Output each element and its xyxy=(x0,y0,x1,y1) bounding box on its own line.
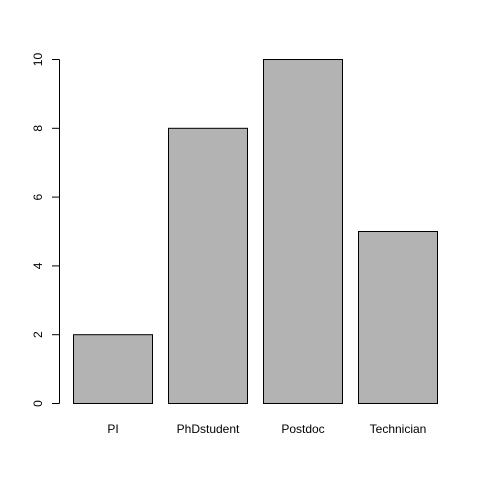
bar-postdoc xyxy=(263,59,343,404)
y-tick-label-2: 2 xyxy=(31,331,45,338)
y-tick-label-8: 8 xyxy=(31,125,45,132)
y-tick-label-6: 6 xyxy=(31,193,45,200)
x-tick-label-technician: Technician xyxy=(370,422,427,436)
y-tick-label-4: 4 xyxy=(31,262,45,269)
x-tick-label-pi: PI xyxy=(107,422,118,436)
bar-pi xyxy=(73,334,153,405)
y-axis: 0 2 4 6 8 10 xyxy=(31,53,60,407)
x-tick-label-postdoc: Postdoc xyxy=(281,422,324,436)
bar-phdstudent xyxy=(168,127,248,405)
y-tick-label-0: 0 xyxy=(31,400,45,407)
y-tick-label-10: 10 xyxy=(31,53,45,67)
bars-group xyxy=(73,59,438,405)
x-tick-label-phdstudent: PhDstudent xyxy=(177,422,240,436)
x-axis-labels: PI PhDstudent Postdoc Technician xyxy=(107,422,426,436)
bar-technician xyxy=(358,231,438,404)
